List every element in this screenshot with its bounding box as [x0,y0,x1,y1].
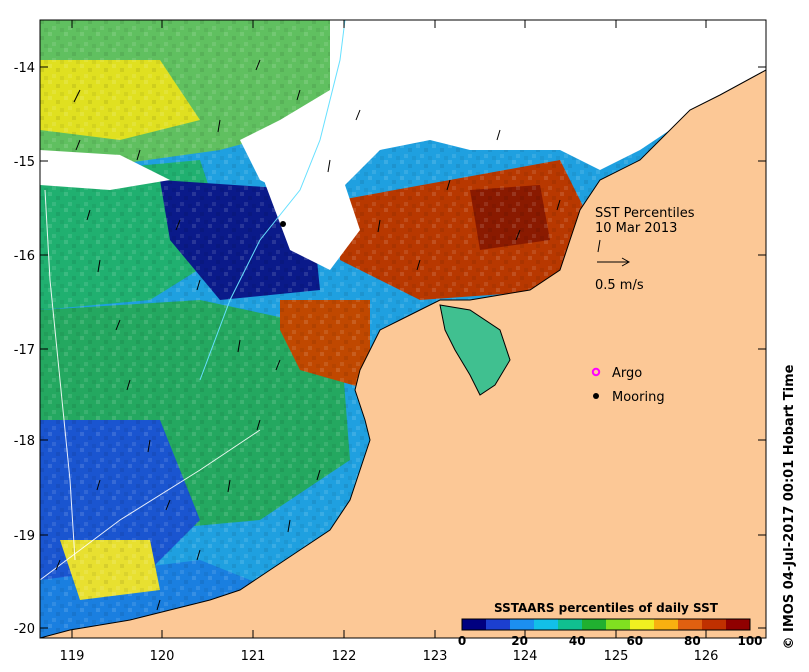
colorbar-cell [630,619,655,630]
colorbar-cells [462,619,751,630]
scale-arrow-head [621,257,631,267]
bathymetry-contour-west [44,189,76,561]
argo-marker-icon [591,367,601,377]
axis-ticks [40,20,766,638]
lon-tick-label: 125 [604,649,629,664]
mooring-marker-on-map [280,221,286,227]
colorbar-frame [461,618,751,631]
lat-tick-labels: -14 -15 -16 -17 -18 -19 -20 [14,61,35,637]
lat-tick-label: -18 [14,434,35,449]
lat-tick-label: -14 [14,61,35,76]
lon-tick-label: 121 [241,649,266,664]
mooring-label: Mooring [612,390,665,405]
map-date: 10 Mar 2013 [595,221,677,236]
vector-scale: 0.5 m/s [595,257,644,293]
colorbar-cell [606,619,631,630]
colorbar-tick-label: 60 [626,634,643,648]
land-australia [40,69,766,638]
lon-tick-label: 122 [332,649,357,664]
lon-tick-label: 124 [513,649,538,664]
colorbar-tick-label: 0 [458,634,466,648]
colorbar-cell [726,619,751,630]
colorbar-cell [510,619,535,630]
current-vectors [55,59,601,611]
colorbar-title: SSTAARS percentiles of daily SST [494,601,719,615]
lon-tick-label: 123 [423,649,448,664]
lat-tick-label: -19 [14,529,35,544]
bathymetry-contour-shelf [199,20,346,381]
colorbar-cell [462,619,487,630]
lat-tick-label: -20 [14,622,35,637]
colorbar-tick-label: 100 [737,634,762,648]
marker-legend: Argo Mooring [591,366,665,405]
colorbar-cell [582,619,607,630]
bathymetry-contour-south [40,429,261,581]
colorbar-tick-label: 40 [569,634,586,648]
lon-tick-labels: 119 120 121 122 123 124 125 126 [60,649,719,664]
plot-frame [39,19,767,639]
map-plot-area [40,20,766,638]
inlet-water [439,304,511,396]
lon-tick-label: 126 [694,649,719,664]
colorbar-cell [654,619,679,630]
mooring-marker-icon [593,393,599,399]
map-title: SST Percentiles [595,206,695,221]
colorbar-cell [486,619,511,630]
colorbar-tick-label: 20 [511,634,528,648]
argo-label: Argo [612,366,642,381]
colorbar-cell [534,619,559,630]
lon-tick-label: 119 [60,649,85,664]
colorbar-cell [702,619,727,630]
cloud-mask-north [240,20,766,200]
lat-tick-label: -17 [14,343,35,358]
colorbar-tick-labels: 0 20 40 60 80 100 [458,634,763,648]
colorbar-tick-label: 80 [684,634,701,648]
lat-tick-label: -16 [14,249,35,264]
colorbar-cell [558,619,583,630]
credit-line: © IMOS 04-Jul-2017 00:01 Hobart Time [782,364,797,650]
lon-tick-label: 120 [150,649,175,664]
vector-scale-label: 0.5 m/s [595,278,644,293]
cloud-mask-west [40,150,170,190]
colorbar-cell [678,619,703,630]
cloud-mask-central [260,170,360,270]
colorbar: SSTAARS percentiles of daily SST 0 20 40 60… [458,601,763,648]
lat-tick-label: -15 [14,155,35,170]
